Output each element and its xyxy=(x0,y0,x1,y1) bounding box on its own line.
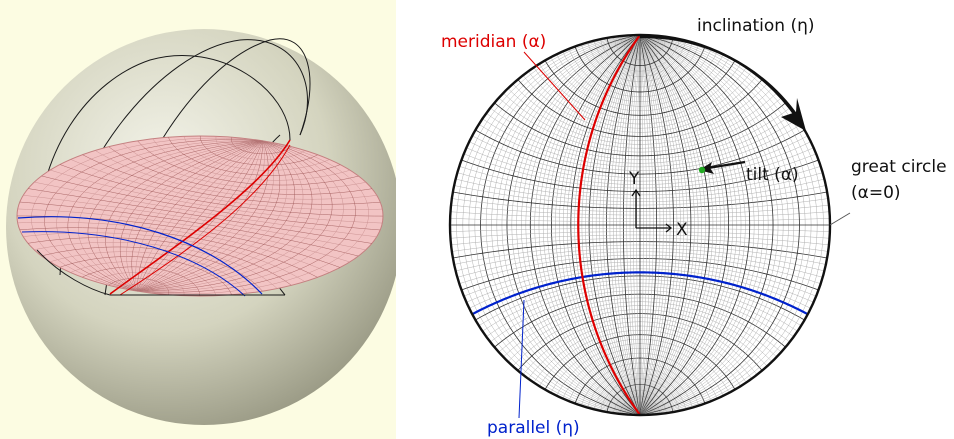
meridian-3d xyxy=(109,139,291,295)
inclination-label: inclination (η) xyxy=(697,16,815,36)
parallel-3d-2 xyxy=(21,231,246,297)
inclination-arrowhead xyxy=(781,98,806,131)
plane-meridian-gridline xyxy=(137,140,322,292)
net-grid xyxy=(450,35,830,415)
great-circle-arcs-lower xyxy=(36,249,285,296)
inclination-arrow xyxy=(639,35,799,118)
plane-parallel-gridline xyxy=(168,137,341,176)
plane-meridian-gridline xyxy=(137,140,333,292)
meridian-3d-2 xyxy=(119,144,291,296)
meridian-leader xyxy=(523,51,586,121)
plane-meridian-gridline xyxy=(137,140,356,293)
parallel-label: parallel (η) xyxy=(487,418,580,438)
parallel-leader xyxy=(518,299,525,419)
plane-meridian-gridline xyxy=(137,140,344,292)
tilt-arrow xyxy=(707,160,746,170)
axis-y-label: Y xyxy=(628,169,640,189)
plane-parallel-gridline xyxy=(231,137,292,155)
plane-parallel-gridline xyxy=(215,136,306,160)
tilt-point xyxy=(698,166,706,174)
great-circle-sublabel: (α=0) xyxy=(851,183,901,203)
axis-x-label: X xyxy=(676,220,688,240)
wulff-net: meridian (α) inclination (η) tilt (α) gr… xyxy=(441,16,947,438)
plane-parallel-gridline xyxy=(184,136,330,171)
plane-parallel-gridline xyxy=(199,136,318,166)
meridian-label: meridian (α) xyxy=(441,32,546,52)
sphere-3d-view xyxy=(0,0,396,439)
xy-axes xyxy=(631,188,673,233)
parallel-curve xyxy=(471,271,809,316)
great-circle-leader xyxy=(829,212,851,226)
plane-meridian-gridline xyxy=(137,140,369,295)
great-circle-label: great circle xyxy=(851,157,947,177)
tilt-label: tilt (α) xyxy=(746,165,799,185)
plane-parallel-gridline xyxy=(246,138,278,148)
parallel-3d xyxy=(17,216,263,295)
meridian-curve xyxy=(577,34,641,416)
